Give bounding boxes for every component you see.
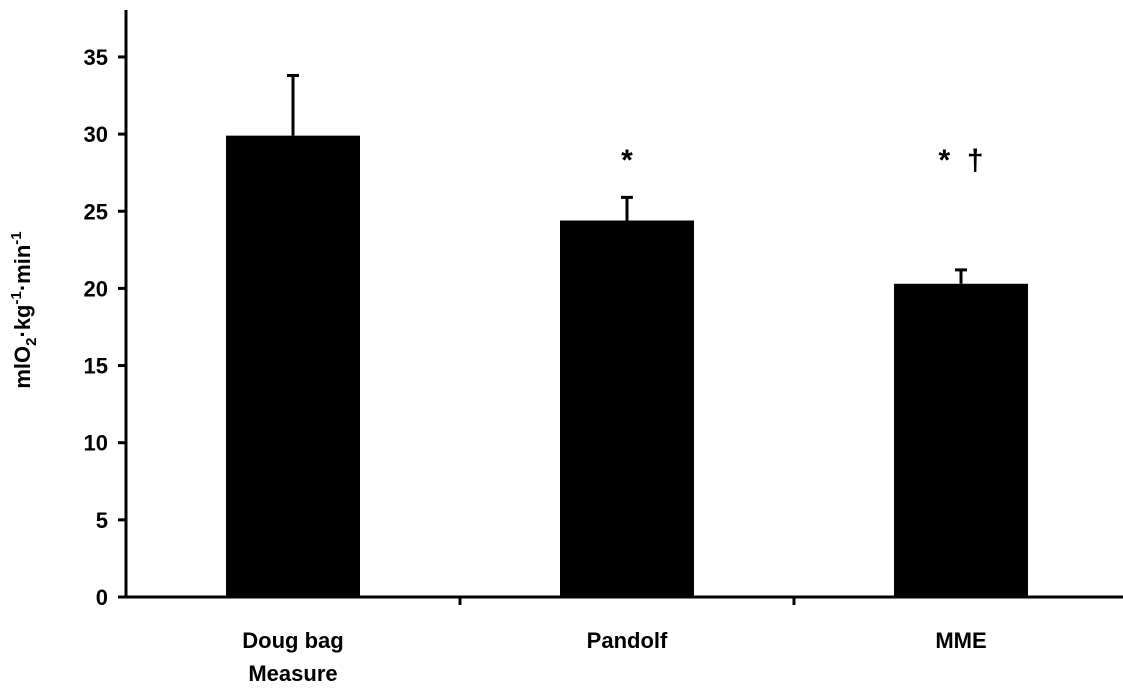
bar [226,135,360,597]
y-tick-label: 30 [84,122,108,147]
significance-annotations: * * † [621,144,983,177]
x-category-label-line: MME [935,628,986,653]
x-axis [125,595,1123,605]
y-label-subscript: 2 [23,338,40,346]
error-bars [287,73,967,284]
y-label-part-3: ·min [10,245,35,291]
significance-marker: * † [938,144,983,177]
significance-marker: * [621,144,633,177]
y-tick-label: 0 [96,585,108,610]
y-label-part-1: mlO [10,346,35,389]
y-tick-label: 35 [84,45,108,70]
y-axis-label: mlO2·kg-1·min-1 [8,231,40,388]
bar [560,220,694,597]
y-tick-label: 15 [84,354,108,379]
x-category-label-line: Doug bag [242,628,343,653]
category-labels: Doug bag Measure Pandolf MME [242,628,986,686]
x-category-label-line: Pandolf [587,628,668,653]
bar [894,283,1028,597]
bars [226,135,1028,597]
y-label-superscript-2: -1 [8,231,25,244]
y-label-part-2: ·kg [10,305,35,338]
y-tick-label: 20 [84,276,108,301]
x-category-label: Doug bag Measure [242,628,343,686]
x-category-label: MME [935,628,986,653]
y-tick-label: 10 [84,431,108,456]
x-category-label-line: Measure [248,661,337,686]
y-axis: 0 5 10 15 20 25 30 35 [84,10,128,610]
y-label-superscript-1: -1 [8,291,25,304]
x-category-label: Pandolf [587,628,668,653]
y-axis-title: mlO2·kg-1·min-1 [8,231,40,388]
y-tick-label: 25 [84,199,108,224]
y-tick-label: 5 [96,508,108,533]
